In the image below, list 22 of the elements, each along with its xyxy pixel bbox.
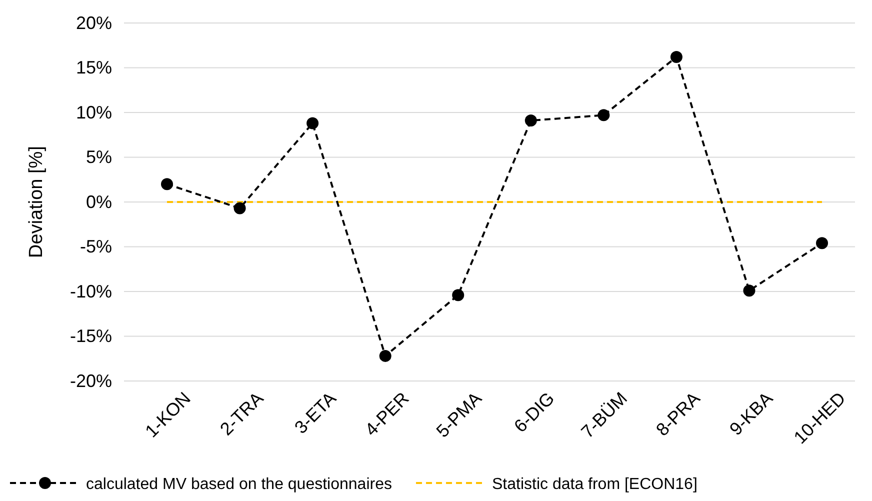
point: [161, 178, 173, 190]
legend-label: Statistic data from [ECON16]: [492, 476, 698, 493]
y-tick-label: 10%: [76, 102, 112, 122]
point: [234, 202, 246, 214]
point: [598, 109, 610, 122]
y-tick-label: 5%: [86, 147, 112, 168]
y-tick-label: 0%: [86, 192, 112, 212]
point: [452, 289, 464, 302]
legend-label: calculated MV based on the questionnaires: [86, 476, 392, 493]
point: [816, 237, 828, 250]
point: [306, 117, 319, 130]
point: [379, 350, 392, 362]
y-axis-title: Deviation [%]: [26, 146, 47, 258]
y-tick-label: 15%: [76, 58, 112, 78]
y-tick-label: 20%: [76, 12, 112, 33]
y-tick-label: -20%: [70, 370, 112, 391]
y-tick-label: -5%: [80, 236, 112, 257]
point: [524, 114, 537, 127]
point: [743, 284, 756, 297]
y-tick-label: -10%: [70, 281, 112, 302]
y-tick-label: -15%: [70, 326, 112, 346]
point: [670, 51, 682, 64]
